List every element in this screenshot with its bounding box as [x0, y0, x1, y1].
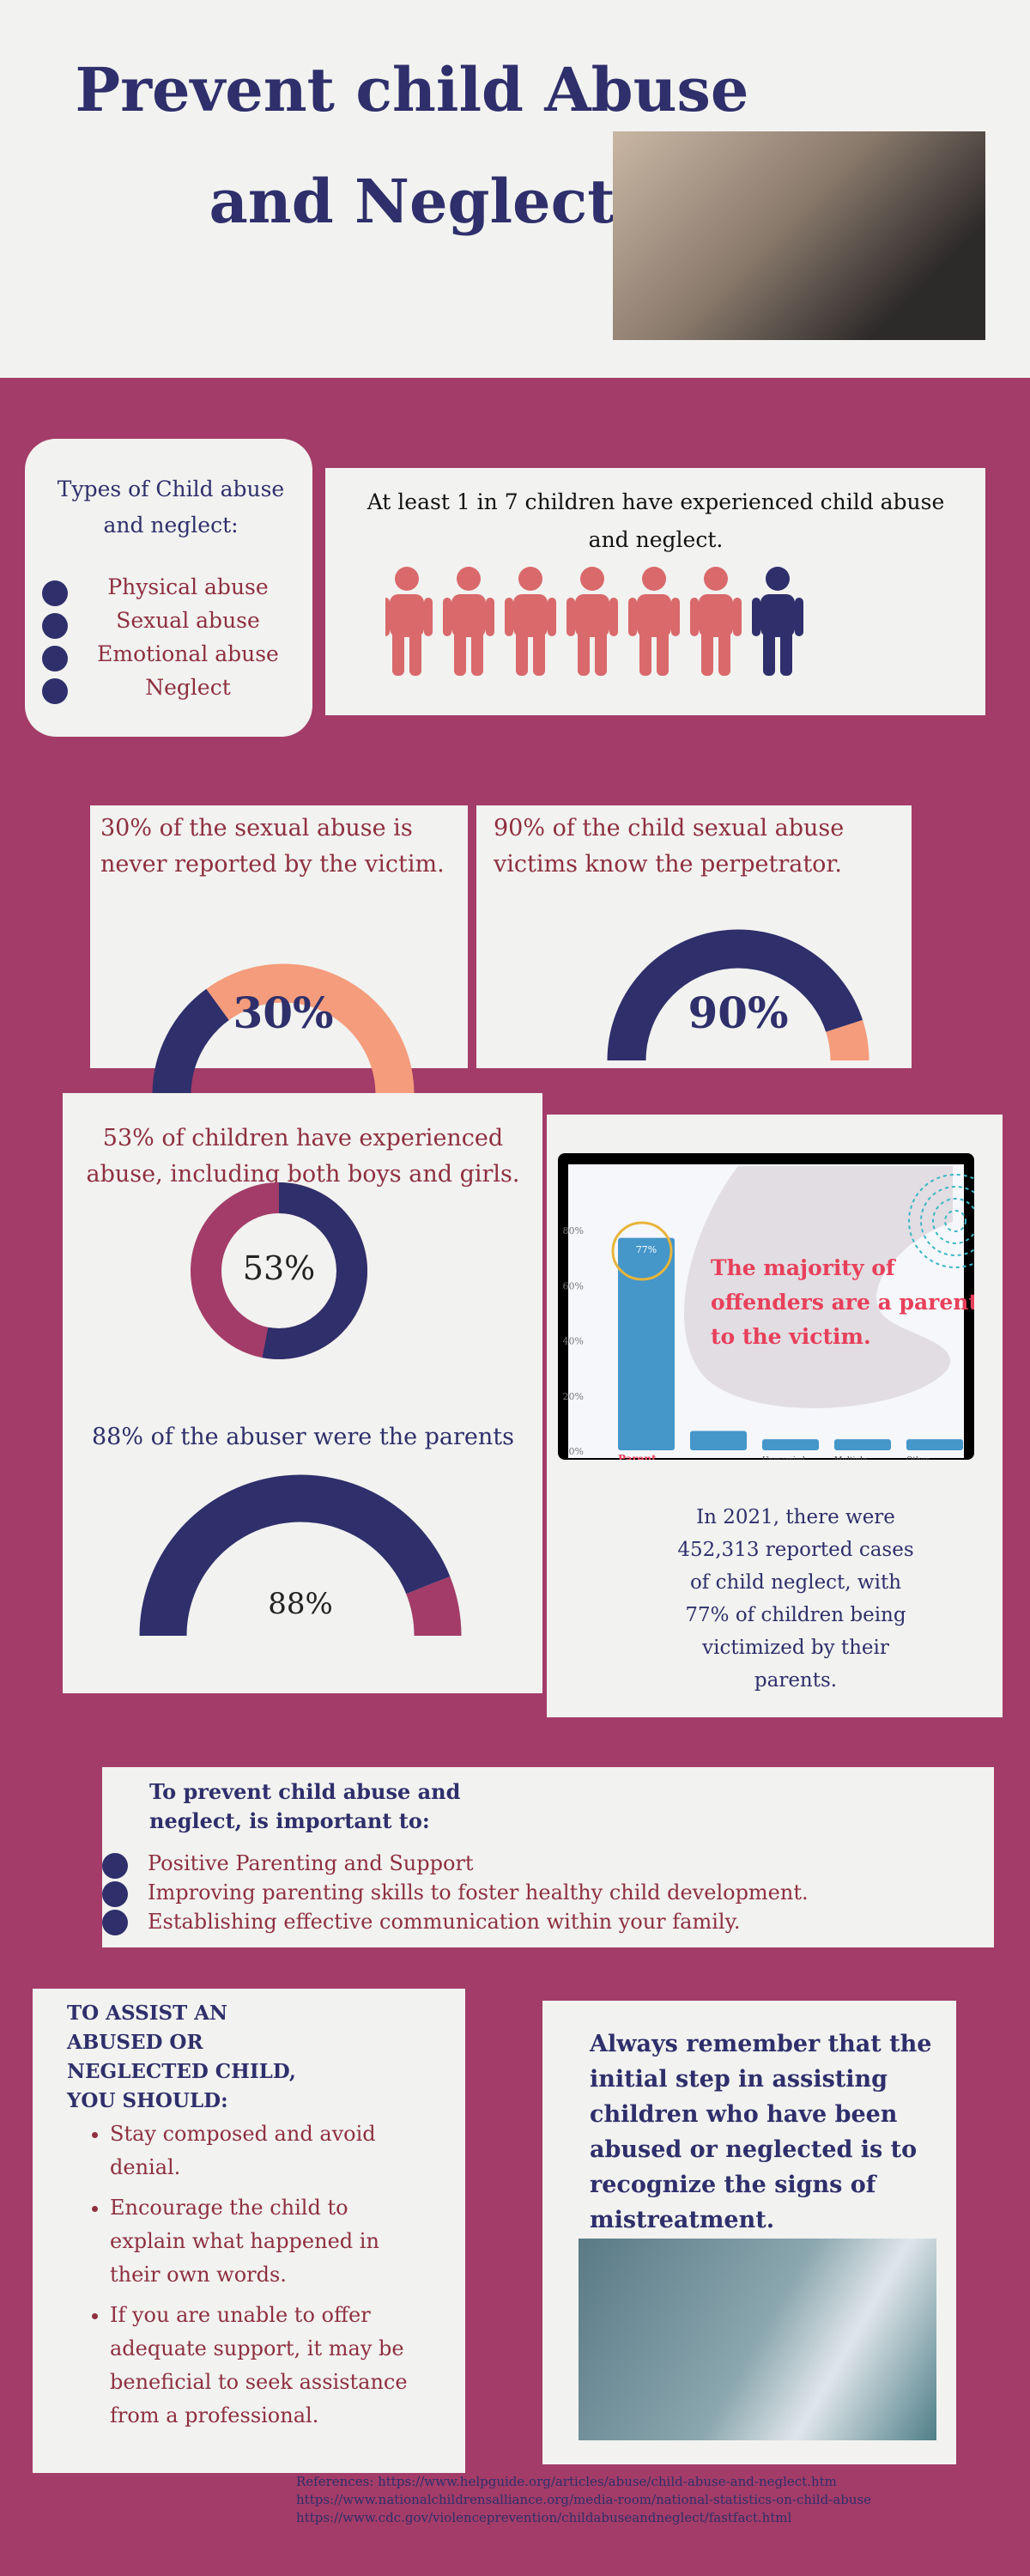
- gauge-label: 90%: [688, 987, 789, 1038]
- type-item: Emotional abuse: [97, 641, 279, 666]
- person-icon: [505, 567, 556, 676]
- background-blob: [684, 1166, 953, 1409]
- girl-photo: [579, 2239, 936, 2440]
- bar: [906, 1439, 963, 1450]
- assist-item: Stay composed and avoid denial.: [110, 2117, 419, 2184]
- gauge-88: [139, 1474, 462, 1637]
- gauge-value-arc: [139, 1474, 451, 1637]
- donut-53: [191, 1182, 367, 1359]
- person-icon: [443, 567, 494, 676]
- prevent-item: Establishing effective communication wit…: [148, 1910, 741, 1934]
- person-icon: [628, 567, 680, 676]
- bar: [834, 1439, 891, 1450]
- gauge-90: [607, 929, 869, 1061]
- x-tick-label: Parent: [618, 1453, 657, 1460]
- y-tick-label: 80%: [563, 1225, 584, 1236]
- person-icon: [752, 567, 803, 676]
- offender-bar-chart: 0%20%40%60%80%ParentOther relativeUnmarr…: [558, 1153, 974, 1460]
- type-item: Physical abuse: [107, 574, 269, 599]
- donut-label: 53%: [242, 1249, 316, 1287]
- y-tick-label: 40%: [563, 1336, 584, 1347]
- assist-heading: TO ASSIST AN ABUSED OR NEGLECTED CHILD, …: [67, 2002, 296, 2112]
- chart-annotation: to the victim.: [711, 1324, 871, 1349]
- types-card: Types of Child abuse and neglect: Physic…: [25, 439, 312, 737]
- y-tick-label: 0%: [569, 1446, 584, 1457]
- bullet-icon: [42, 646, 68, 671]
- gauge-rest-arc: [405, 1576, 462, 1637]
- bar: [618, 1237, 675, 1450]
- neglect-stat: In 2021, there were 452,313 reported cas…: [677, 1506, 914, 1692]
- bullet-icon: [42, 613, 68, 639]
- gauge-rest-arc: [206, 963, 415, 1096]
- one-in-seven-text: At least 1 in 7 children have experience…: [367, 489, 945, 552]
- bullet-icon: [102, 1881, 128, 1907]
- one-in-seven-card: At least 1 in 7 children have experience…: [325, 468, 985, 715]
- gauge-30: [152, 963, 415, 1096]
- prevent-item: Positive Parenting and Support: [148, 1851, 474, 1875]
- chart-annotation: offenders are a parent: [711, 1290, 974, 1315]
- boy-photo: [613, 131, 985, 340]
- stat-text: 90% of the child sexual abuse victims kn…: [494, 815, 845, 878]
- bullet-icon: [42, 678, 68, 704]
- type-item: Neglect: [145, 675, 231, 700]
- highlight-circle: [611, 1221, 673, 1281]
- stat-text: 53% of children have experienced abuse, …: [86, 1125, 520, 1188]
- data-label: 77%: [636, 1244, 657, 1255]
- prevent-heading: To prevent child abuse and neglect, is i…: [149, 1779, 461, 1833]
- x-tick-label: Unmarried: [762, 1456, 805, 1460]
- x-tick-label: Other: [906, 1456, 930, 1460]
- spiral-decoration: [908, 1174, 974, 1268]
- person-icon: [690, 567, 742, 676]
- bullet-icon: [102, 1910, 128, 1935]
- prevent-card: To prevent child abuse and neglect, is i…: [102, 1767, 994, 1947]
- people-icons: [385, 567, 803, 676]
- bullet-icon: [42, 580, 68, 606]
- assist-card: TO ASSIST AN ABUSED OR NEGLECTED CHILD, …: [33, 1989, 465, 2473]
- gauge-card-90: 90% of the child sexual abuse victims kn…: [476, 805, 912, 1068]
- type-item: Sexual abuse: [116, 608, 260, 633]
- stat-text: 88% of the abuser were the parents: [91, 1424, 515, 1450]
- person-icon: [566, 567, 618, 676]
- remember-text: Always remember that the initial step in…: [590, 2031, 932, 2233]
- gauge-value-arc: [607, 929, 863, 1061]
- chart-annotation: The majority of: [711, 1255, 897, 1280]
- gauge-value-arc: [152, 988, 230, 1096]
- y-tick-label: 20%: [563, 1391, 584, 1402]
- prevent-item: Improving parenting skills to foster hea…: [148, 1880, 809, 1905]
- assist-item: Encourage the child to explain what happ…: [110, 2191, 419, 2292]
- stat-text: 30% of the sexual abuse is never reporte…: [100, 815, 445, 878]
- y-tick-label: 60%: [563, 1280, 584, 1291]
- bullet-icon: [102, 1853, 128, 1879]
- assist-item: If you are unable to offer adequate supp…: [110, 2299, 419, 2433]
- gauge-label: 30%: [233, 987, 334, 1038]
- gauge-rest-arc: [826, 1019, 869, 1061]
- gauge-card-30: 30% of the sexual abuse is never reporte…: [90, 805, 468, 1068]
- gauge-label: 88%: [268, 1587, 333, 1621]
- page-title: Prevent child Abuse and Neglect: [75, 54, 749, 237]
- bar: [690, 1431, 747, 1450]
- reference-link[interactable]: https://www.cdc.gov/violenceprevention/c…: [296, 2510, 792, 2525]
- x-tick-label: Multiple: [834, 1456, 867, 1460]
- spiral-decoration: [944, 1210, 966, 1232]
- spiral-decoration: [932, 1198, 974, 1244]
- types-heading: Types of Child abuse and neglect:: [57, 477, 285, 538]
- reference-link[interactable]: References: https://www.helpguide.org/ar…: [296, 2474, 837, 2489]
- reference-link[interactable]: https://www.nationalchildrensalliance.or…: [296, 2492, 872, 2507]
- person-icon: [385, 567, 433, 676]
- donut-value: [191, 1182, 367, 1359]
- bar: [762, 1439, 819, 1450]
